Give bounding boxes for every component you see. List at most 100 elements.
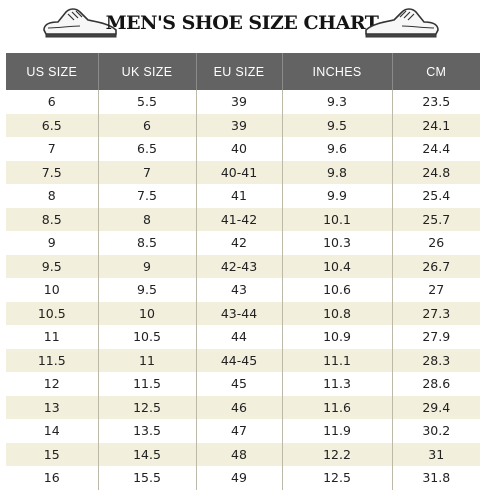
us-size-cell: 12 xyxy=(6,372,99,396)
header-uk-size: UK SIZE xyxy=(98,53,197,90)
table-row: 7 6.5 40 9.6 24.4 xyxy=(6,137,480,161)
inches-cell: 11.9 xyxy=(282,419,393,443)
us-size-cell: 10 xyxy=(6,278,99,302)
cm-cell: 25.7 xyxy=(392,207,480,231)
uk-size-cell: 9 xyxy=(98,254,197,278)
table-row: 7.5 7 40-41 9.8 24.8 xyxy=(6,160,480,184)
table-row: 6.5 6 39 9.5 24.1 xyxy=(6,113,480,137)
cm-cell: 26.7 xyxy=(392,254,480,278)
inches-cell: 10.9 xyxy=(282,325,393,349)
table-row: 14 13.5 47 11.9 30.2 xyxy=(6,419,480,443)
table-row: 10.5 10 43-44 10.8 27.3 xyxy=(6,301,480,325)
shoe-icon xyxy=(43,8,117,38)
inches-cell: 9.3 xyxy=(282,90,393,114)
uk-size-cell: 11 xyxy=(98,348,197,372)
uk-size-cell: 7 xyxy=(98,160,197,184)
eu-size-cell: 39 xyxy=(196,113,283,137)
cm-cell: 24.4 xyxy=(392,137,480,161)
eu-size-cell: 46 xyxy=(196,395,283,419)
inches-cell: 12.5 xyxy=(282,466,393,490)
inches-cell: 12.2 xyxy=(282,442,393,466)
eu-size-cell: 43 xyxy=(196,278,283,302)
table-row: 11 10.5 44 10.9 27.9 xyxy=(6,325,480,349)
inches-cell: 10.1 xyxy=(282,207,393,231)
uk-size-cell: 7.5 xyxy=(98,184,197,208)
us-size-cell: 13 xyxy=(6,395,99,419)
table-row: 13 12.5 46 11.6 29.4 xyxy=(6,395,480,419)
cm-cell: 24.8 xyxy=(392,160,480,184)
table-row: 10 9.5 43 10.6 27 xyxy=(6,278,480,302)
us-size-cell: 8 xyxy=(6,184,99,208)
eu-size-cell: 48 xyxy=(196,442,283,466)
eu-size-cell: 43-44 xyxy=(196,301,283,325)
uk-size-cell: 8.5 xyxy=(98,231,197,255)
cm-cell: 31 xyxy=(392,442,480,466)
uk-size-cell: 10.5 xyxy=(98,325,197,349)
uk-size-cell: 5.5 xyxy=(98,90,197,114)
inches-cell: 10.4 xyxy=(282,254,393,278)
cm-cell: 25.4 xyxy=(392,184,480,208)
uk-size-cell: 15.5 xyxy=(98,466,197,490)
header-us-size: US SIZE xyxy=(6,53,99,90)
uk-size-cell: 10 xyxy=(98,301,197,325)
table-row: 9 8.5 42 10.3 26 xyxy=(6,231,480,255)
cm-cell: 26 xyxy=(392,231,480,255)
uk-size-cell: 13.5 xyxy=(98,419,197,443)
inches-cell: 10.8 xyxy=(282,301,393,325)
us-size-cell: 9 xyxy=(6,231,99,255)
uk-size-cell: 6 xyxy=(98,113,197,137)
us-size-cell: 7 xyxy=(6,137,99,161)
us-size-cell: 14 xyxy=(6,419,99,443)
cm-cell: 29.4 xyxy=(392,395,480,419)
size-table: US SIZE UK SIZE EU SIZE INCHES CM 6 5.5 39… xyxy=(6,53,480,490)
us-size-cell: 9.5 xyxy=(6,254,99,278)
cm-cell: 27.3 xyxy=(392,301,480,325)
header-eu-size: EU SIZE xyxy=(196,53,283,90)
eu-size-cell: 39 xyxy=(196,90,283,114)
eu-size-cell: 45 xyxy=(196,372,283,396)
cm-cell: 24.1 xyxy=(392,113,480,137)
inches-cell: 11.3 xyxy=(282,372,393,396)
header-cm: CM xyxy=(392,53,480,90)
uk-size-cell: 6.5 xyxy=(98,137,197,161)
eu-size-cell: 42 xyxy=(196,231,283,255)
cm-cell: 27 xyxy=(392,278,480,302)
table-row: 11.5 11 44-45 11.1 28.3 xyxy=(6,348,480,372)
eu-size-cell: 41 xyxy=(196,184,283,208)
inches-cell: 10.6 xyxy=(282,278,393,302)
inches-cell: 9.6 xyxy=(282,137,393,161)
us-size-cell: 11.5 xyxy=(6,348,99,372)
eu-size-cell: 41-42 xyxy=(196,207,283,231)
cm-cell: 28.3 xyxy=(392,348,480,372)
us-size-cell: 8.5 xyxy=(6,207,99,231)
eu-size-cell: 40 xyxy=(196,137,283,161)
chart-header: MEN'S SHOE SIZE CHART xyxy=(0,0,484,52)
table-row: 15 14.5 48 12.2 31 xyxy=(6,442,480,466)
inches-cell: 9.5 xyxy=(282,113,393,137)
table-row: 8.5 8 41-42 10.1 25.7 xyxy=(6,207,480,231)
us-size-cell: 10.5 xyxy=(6,301,99,325)
table-row: 9.5 9 42-43 10.4 26.7 xyxy=(6,254,480,278)
table-row: 12 11.5 45 11.3 28.6 xyxy=(6,372,480,396)
inches-cell: 11.6 xyxy=(282,395,393,419)
chart-title: MEN'S SHOE SIZE CHART xyxy=(105,12,379,34)
cm-cell: 30.2 xyxy=(392,419,480,443)
cm-cell: 28.6 xyxy=(392,372,480,396)
us-size-cell: 6.5 xyxy=(6,113,99,137)
uk-size-cell: 9.5 xyxy=(98,278,197,302)
uk-size-cell: 11.5 xyxy=(98,372,197,396)
us-size-cell: 16 xyxy=(6,466,99,490)
eu-size-cell: 40-41 xyxy=(196,160,283,184)
uk-size-cell: 8 xyxy=(98,207,197,231)
inches-cell: 9.9 xyxy=(282,184,393,208)
cm-cell: 27.9 xyxy=(392,325,480,349)
table-row: 16 15.5 49 12.5 31.8 xyxy=(6,466,480,490)
header-inches: INCHES xyxy=(282,53,393,90)
eu-size-cell: 47 xyxy=(196,419,283,443)
us-size-cell: 11 xyxy=(6,325,99,349)
cm-cell: 31.8 xyxy=(392,466,480,490)
eu-size-cell: 49 xyxy=(196,466,283,490)
table-row: 6 5.5 39 9.3 23.5 xyxy=(6,90,480,114)
table-row: 8 7.5 41 9.9 25.4 xyxy=(6,184,480,208)
inches-cell: 10.3 xyxy=(282,231,393,255)
